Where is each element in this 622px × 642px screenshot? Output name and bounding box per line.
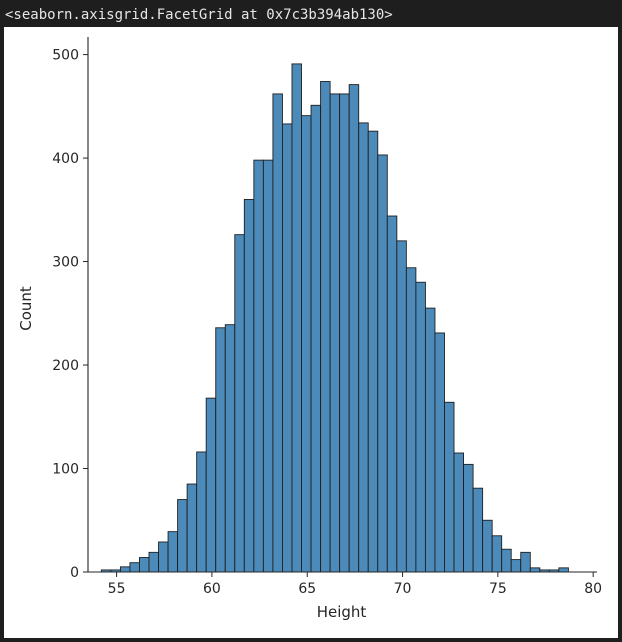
histogram-bar [253, 159, 264, 573]
histogram-bar [167, 531, 179, 573]
histogram-bar [434, 332, 445, 573]
histogram-bar [377, 154, 388, 573]
histogram-bar [329, 93, 341, 573]
histogram-bar [444, 401, 455, 573]
histogram-bar [358, 122, 369, 573]
x-tick-label: 55 [108, 581, 126, 597]
x-tick-label: 75 [489, 581, 507, 597]
histogram-bar [262, 159, 274, 573]
histogram-bar [224, 324, 236, 573]
histogram-bar [339, 93, 350, 573]
histogram-bar [272, 93, 283, 573]
histogram-bar [348, 84, 360, 573]
histogram-bar [529, 567, 541, 573]
histogram-bar [196, 451, 207, 573]
histogram-bar [424, 307, 436, 573]
histogram-bar [520, 551, 531, 573]
histogram-bar [320, 81, 331, 573]
histogram-bar [491, 535, 503, 573]
histogram-bar [119, 566, 131, 573]
x-tick-label: 60 [203, 581, 221, 597]
histogram-bar [453, 452, 464, 573]
y-tick-label: 500 [52, 48, 79, 64]
y-tick-label: 200 [52, 358, 79, 374]
y-tick-label: 300 [52, 255, 79, 271]
histogram-bar [482, 519, 493, 573]
histogram-bar [282, 123, 293, 573]
histogram-bar [396, 240, 407, 573]
histogram-bar [472, 487, 484, 573]
histogram-chart: 55 60 65 70 75 80 0 100 200 300 400 500 Height Count [17, 37, 602, 621]
histogram-bar [501, 548, 512, 573]
x-tick-label: 70 [394, 581, 412, 597]
histogram-bar [186, 483, 198, 573]
histogram-bar [139, 557, 150, 573]
y-tick-label: 100 [52, 462, 79, 478]
histogram-bar [215, 327, 226, 573]
histogram-bar [158, 541, 169, 573]
plot-figure: 55 60 65 70 75 80 0 100 200 300 400 500 Height Count [4, 27, 618, 638]
histogram-bar [463, 463, 474, 573]
histogram-bar [405, 267, 417, 573]
histogram-bar [510, 559, 522, 573]
histogram-bar [367, 130, 379, 573]
histogram-bar [148, 551, 159, 573]
histogram-bar [310, 104, 322, 573]
y-tick-label: 400 [52, 151, 79, 167]
y-tick-label: 0 [70, 565, 79, 581]
histogram-bar [129, 562, 140, 573]
output-repr-text: <seaborn.axisgrid.FacetGrid at 0x7c3b394… [5, 7, 393, 23]
histogram-bar [205, 397, 217, 573]
histogram-bar [177, 499, 188, 573]
x-axis-label: Height [317, 603, 367, 621]
x-tick-label: 80 [584, 581, 602, 597]
histogram-bar [301, 115, 312, 573]
histogram-bar [243, 199, 255, 573]
x-tick-label: 65 [298, 581, 316, 597]
histogram-bar [234, 234, 245, 573]
histogram-bar [558, 567, 569, 573]
y-axis-label: Count [17, 286, 35, 331]
histogram-bar [415, 281, 426, 573]
histogram-bar [386, 215, 398, 573]
histogram-bar [291, 63, 302, 573]
